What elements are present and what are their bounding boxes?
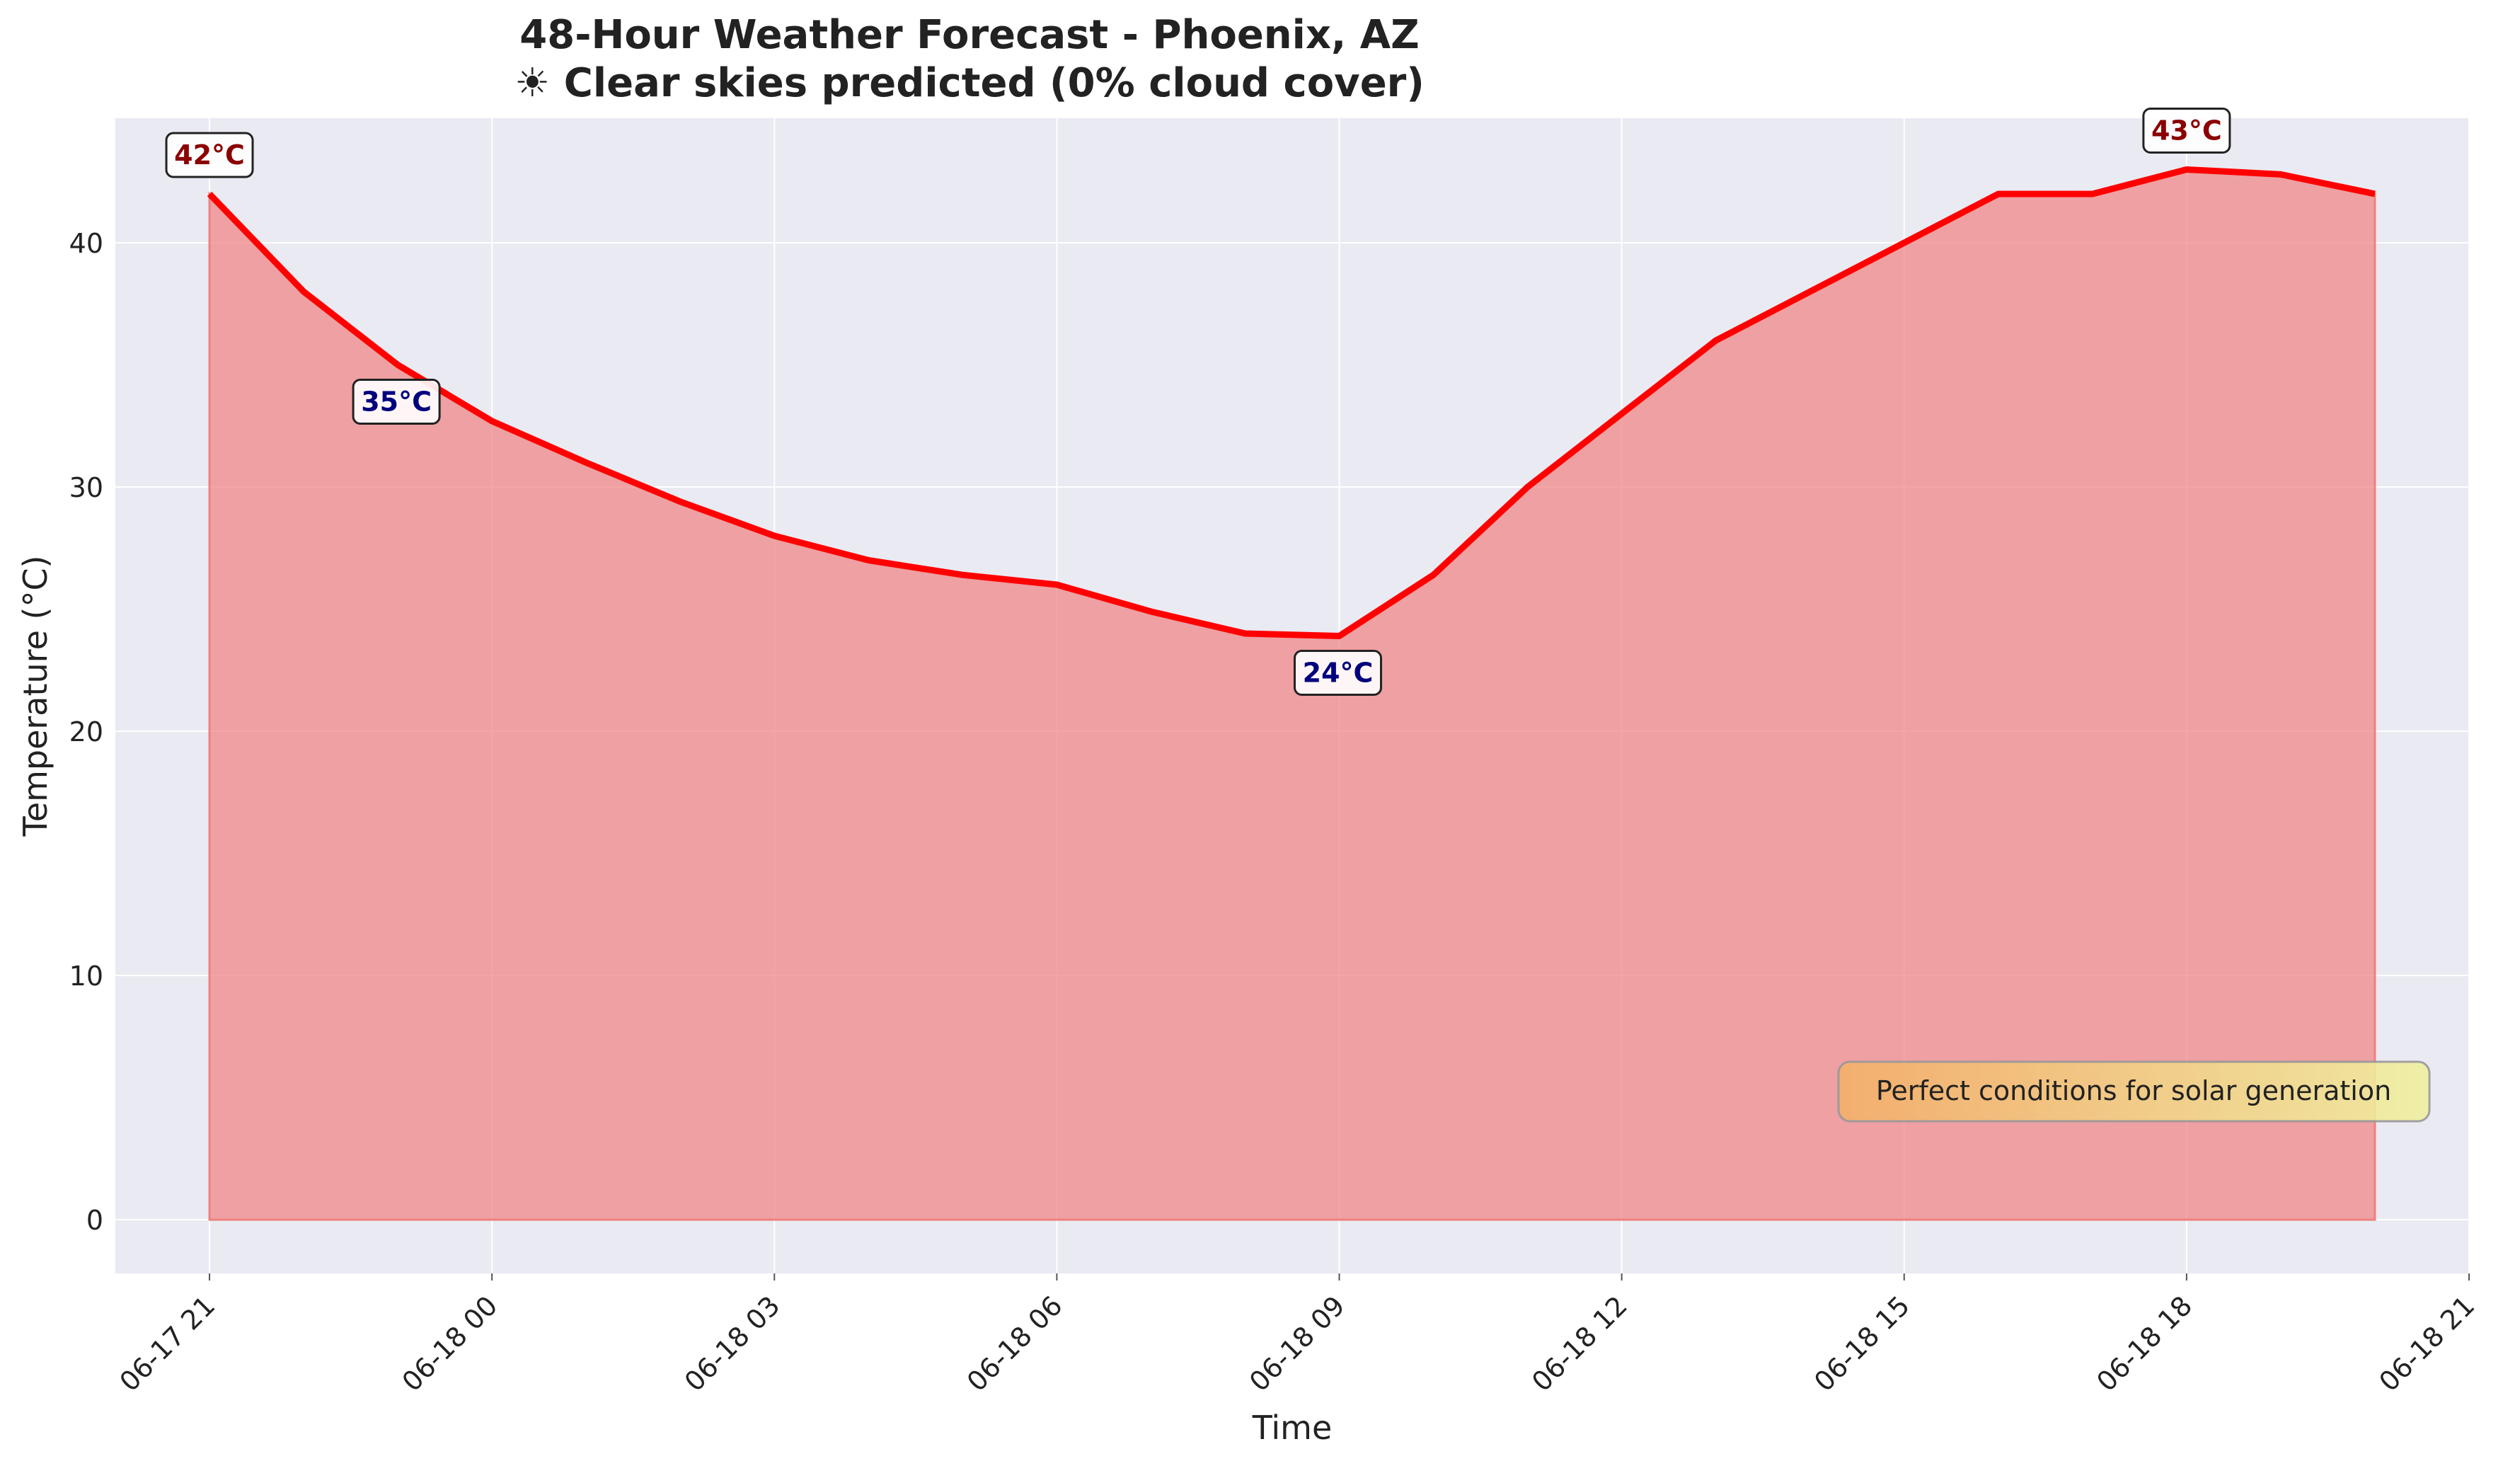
y-axis-label: Temperature (°C) (16, 555, 54, 837)
annotation-label: 43°C (2142, 107, 2231, 154)
x-axis-label: Time (1252, 1409, 1333, 1447)
note-text: Perfect conditions for solar generation (1876, 1075, 2391, 1106)
annotation-text: 24°C (1303, 657, 1374, 688)
annotation-box (2142, 107, 2231, 154)
x-tick-label: 06-18 06 (961, 1290, 1069, 1397)
chart-subtitle: ☀ Clear skies predicted (0% cloud cover) (514, 60, 1425, 106)
series-line-group (207, 166, 2376, 639)
annotation-label: 24°C (1294, 649, 1383, 696)
annotation-box (352, 378, 441, 425)
y-tick-label: 30 (69, 472, 103, 503)
annotation-text: 43°C (2151, 115, 2222, 146)
x-tick-label: 06-18 12 (1526, 1290, 1633, 1397)
x-tick-label: 06-18 00 (396, 1290, 504, 1397)
chart-title: 48-Hour Weather Forecast - Phoenix, AZ (519, 12, 1419, 58)
x-tick-label: 06-18 18 (2090, 1290, 2198, 1397)
y-tick-label: 40 (69, 228, 103, 259)
x-tick-label: 06-18 15 (1808, 1290, 1916, 1397)
annotation-text: 42°C (174, 139, 245, 171)
note-box: Perfect conditions for solar generation (1837, 1060, 2431, 1123)
annotation-box (165, 132, 254, 178)
x-tick-labels: 06-17 21 06-18 00 06-18 03 06-18 06 06-18 09… (113, 1290, 2480, 1397)
y-tick-label: 20 (69, 716, 103, 747)
note-box-background (1837, 1060, 2431, 1123)
x-tick-label: 06-18 09 (1243, 1290, 1351, 1397)
y-tick-labels: 0 10 20 30 40 (69, 228, 103, 1236)
annotation-label: 42°C (165, 132, 254, 178)
x-tick-label: 06-17 21 (113, 1290, 221, 1397)
y-tick-label: 10 (69, 961, 103, 992)
x-tick-label: 06-18 03 (679, 1290, 786, 1397)
x-tick-label: 06-18 21 (2373, 1290, 2480, 1397)
temperature-line (207, 166, 2376, 639)
annotation-text: 35°C (361, 386, 432, 417)
annotations: 42°C 35°C 24°C 43°C (165, 107, 2231, 696)
annotation-label: 35°C (352, 378, 441, 425)
annotation-box (1294, 649, 1383, 696)
y-tick-label: 0 (86, 1205, 103, 1236)
